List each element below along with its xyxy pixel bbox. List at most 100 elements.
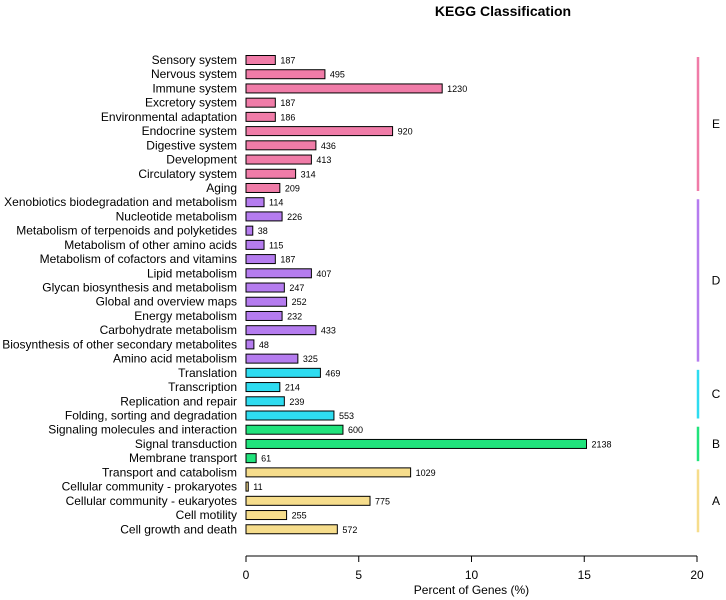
data-label: 2138 (592, 439, 612, 449)
data-label: 1029 (416, 468, 436, 478)
bar (245, 524, 338, 535)
bar (245, 467, 412, 478)
data-label: 255 (292, 511, 307, 521)
bar (245, 396, 285, 407)
category-label: Energy metabolism (134, 309, 237, 323)
bar (245, 453, 257, 464)
category-label: Global and overview maps (96, 295, 237, 309)
group-label: A (712, 494, 720, 508)
data-label: 187 (280, 255, 295, 265)
bar (245, 55, 276, 65)
data-label: 553 (339, 411, 354, 421)
data-label: 407 (316, 269, 331, 279)
category-label: Folding, sorting and degradation (65, 409, 237, 423)
category-label: Circulatory system (138, 167, 237, 181)
category-label: Cell motility (176, 508, 237, 522)
bar (245, 339, 255, 350)
category-label: Xenobiotics biodegradation and metabolis… (4, 195, 237, 209)
bar (245, 111, 276, 122)
category-label: Membrane transport (129, 451, 238, 465)
data-label: 61 (261, 454, 271, 464)
bar (245, 410, 335, 421)
data-label: 600 (348, 425, 363, 435)
category-label: Lipid metabolism (147, 266, 237, 280)
data-label: 48 (259, 340, 269, 350)
category-label: Nucleotide metabolism (116, 209, 237, 223)
category-label: Metabolism of cofactors and vitamins (40, 252, 237, 266)
bar (245, 382, 281, 393)
category-label: Nervous system (151, 67, 237, 81)
category-label: Cellular community - eukaryotes (66, 494, 237, 508)
data-label: 187 (280, 98, 295, 108)
data-label: 775 (375, 496, 390, 506)
category-label: Metabolism of terpenoids and polyketides (16, 224, 237, 238)
bar (245, 481, 249, 492)
bar (245, 239, 265, 250)
category-label: Aging (206, 181, 237, 195)
x-tick-label: 5 (355, 568, 362, 582)
group-label: D (712, 273, 721, 287)
x-tick-label: 0 (243, 568, 250, 582)
bar (245, 197, 265, 208)
data-label: 38 (258, 226, 268, 236)
category-label: Immune system (152, 81, 237, 95)
data-label: 469 (325, 368, 340, 378)
bar (245, 424, 344, 435)
data-label: 186 (280, 112, 295, 122)
data-label: 226 (287, 212, 302, 222)
chart-title: KEGG Classification (435, 3, 571, 19)
group-label: E (712, 117, 720, 131)
data-label: 187 (280, 56, 295, 66)
data-label: 413 (316, 155, 331, 165)
category-label: Digestive system (146, 138, 237, 152)
bar (245, 69, 326, 80)
data-label: 1230 (447, 84, 467, 94)
category-label: Carbohydrate metabolism (100, 323, 237, 337)
bar (245, 83, 443, 94)
data-label: 232 (287, 311, 302, 321)
bar (245, 510, 288, 521)
category-label: Amino acid metabolism (113, 352, 237, 366)
data-label: 214 (285, 383, 300, 393)
bar (245, 268, 312, 279)
category-label: Signal transduction (135, 437, 237, 451)
bar (245, 495, 371, 506)
category-label: Excretory system (145, 96, 237, 110)
bar (245, 325, 317, 336)
data-label: 247 (289, 283, 304, 293)
category-label: Signaling molecules and interaction (48, 423, 237, 437)
x-tick-label: 15 (578, 568, 592, 582)
category-label: Endocrine system (142, 124, 237, 138)
category-label: Development (166, 153, 237, 167)
data-label: 115 (269, 240, 283, 250)
data-label: 495 (330, 70, 345, 80)
data-label: 325 (303, 354, 318, 364)
category-label: Environmental adaptation (101, 110, 237, 124)
bar (245, 126, 394, 137)
category-label: Glycan biosynthesis and metabolism (42, 281, 237, 295)
bar (245, 211, 283, 222)
category-label: Replication and repair (120, 394, 237, 408)
category-label: Metabolism of other amino acids (64, 238, 237, 252)
bar (245, 182, 281, 193)
data-label: 114 (269, 198, 283, 208)
group-label: C (712, 387, 721, 401)
bar (245, 154, 312, 165)
category-label: Transcription (168, 380, 237, 394)
x-axis-label: Percent of Genes (%) (414, 583, 529, 597)
category-label: Cellular community - prokaryotes (62, 480, 237, 494)
bar (245, 282, 285, 293)
bar (245, 438, 588, 449)
bar (245, 353, 299, 364)
bar (245, 296, 288, 307)
bar (245, 367, 321, 378)
category-label: Biosynthesis of other secondary metaboli… (2, 337, 237, 351)
data-label: 572 (342, 525, 357, 535)
data-label: 436 (321, 141, 336, 151)
category-label: Sensory system (152, 53, 237, 67)
data-label: 314 (301, 169, 316, 179)
data-label: 252 (292, 297, 307, 307)
bar (245, 97, 276, 108)
data-label: 433 (321, 326, 336, 336)
